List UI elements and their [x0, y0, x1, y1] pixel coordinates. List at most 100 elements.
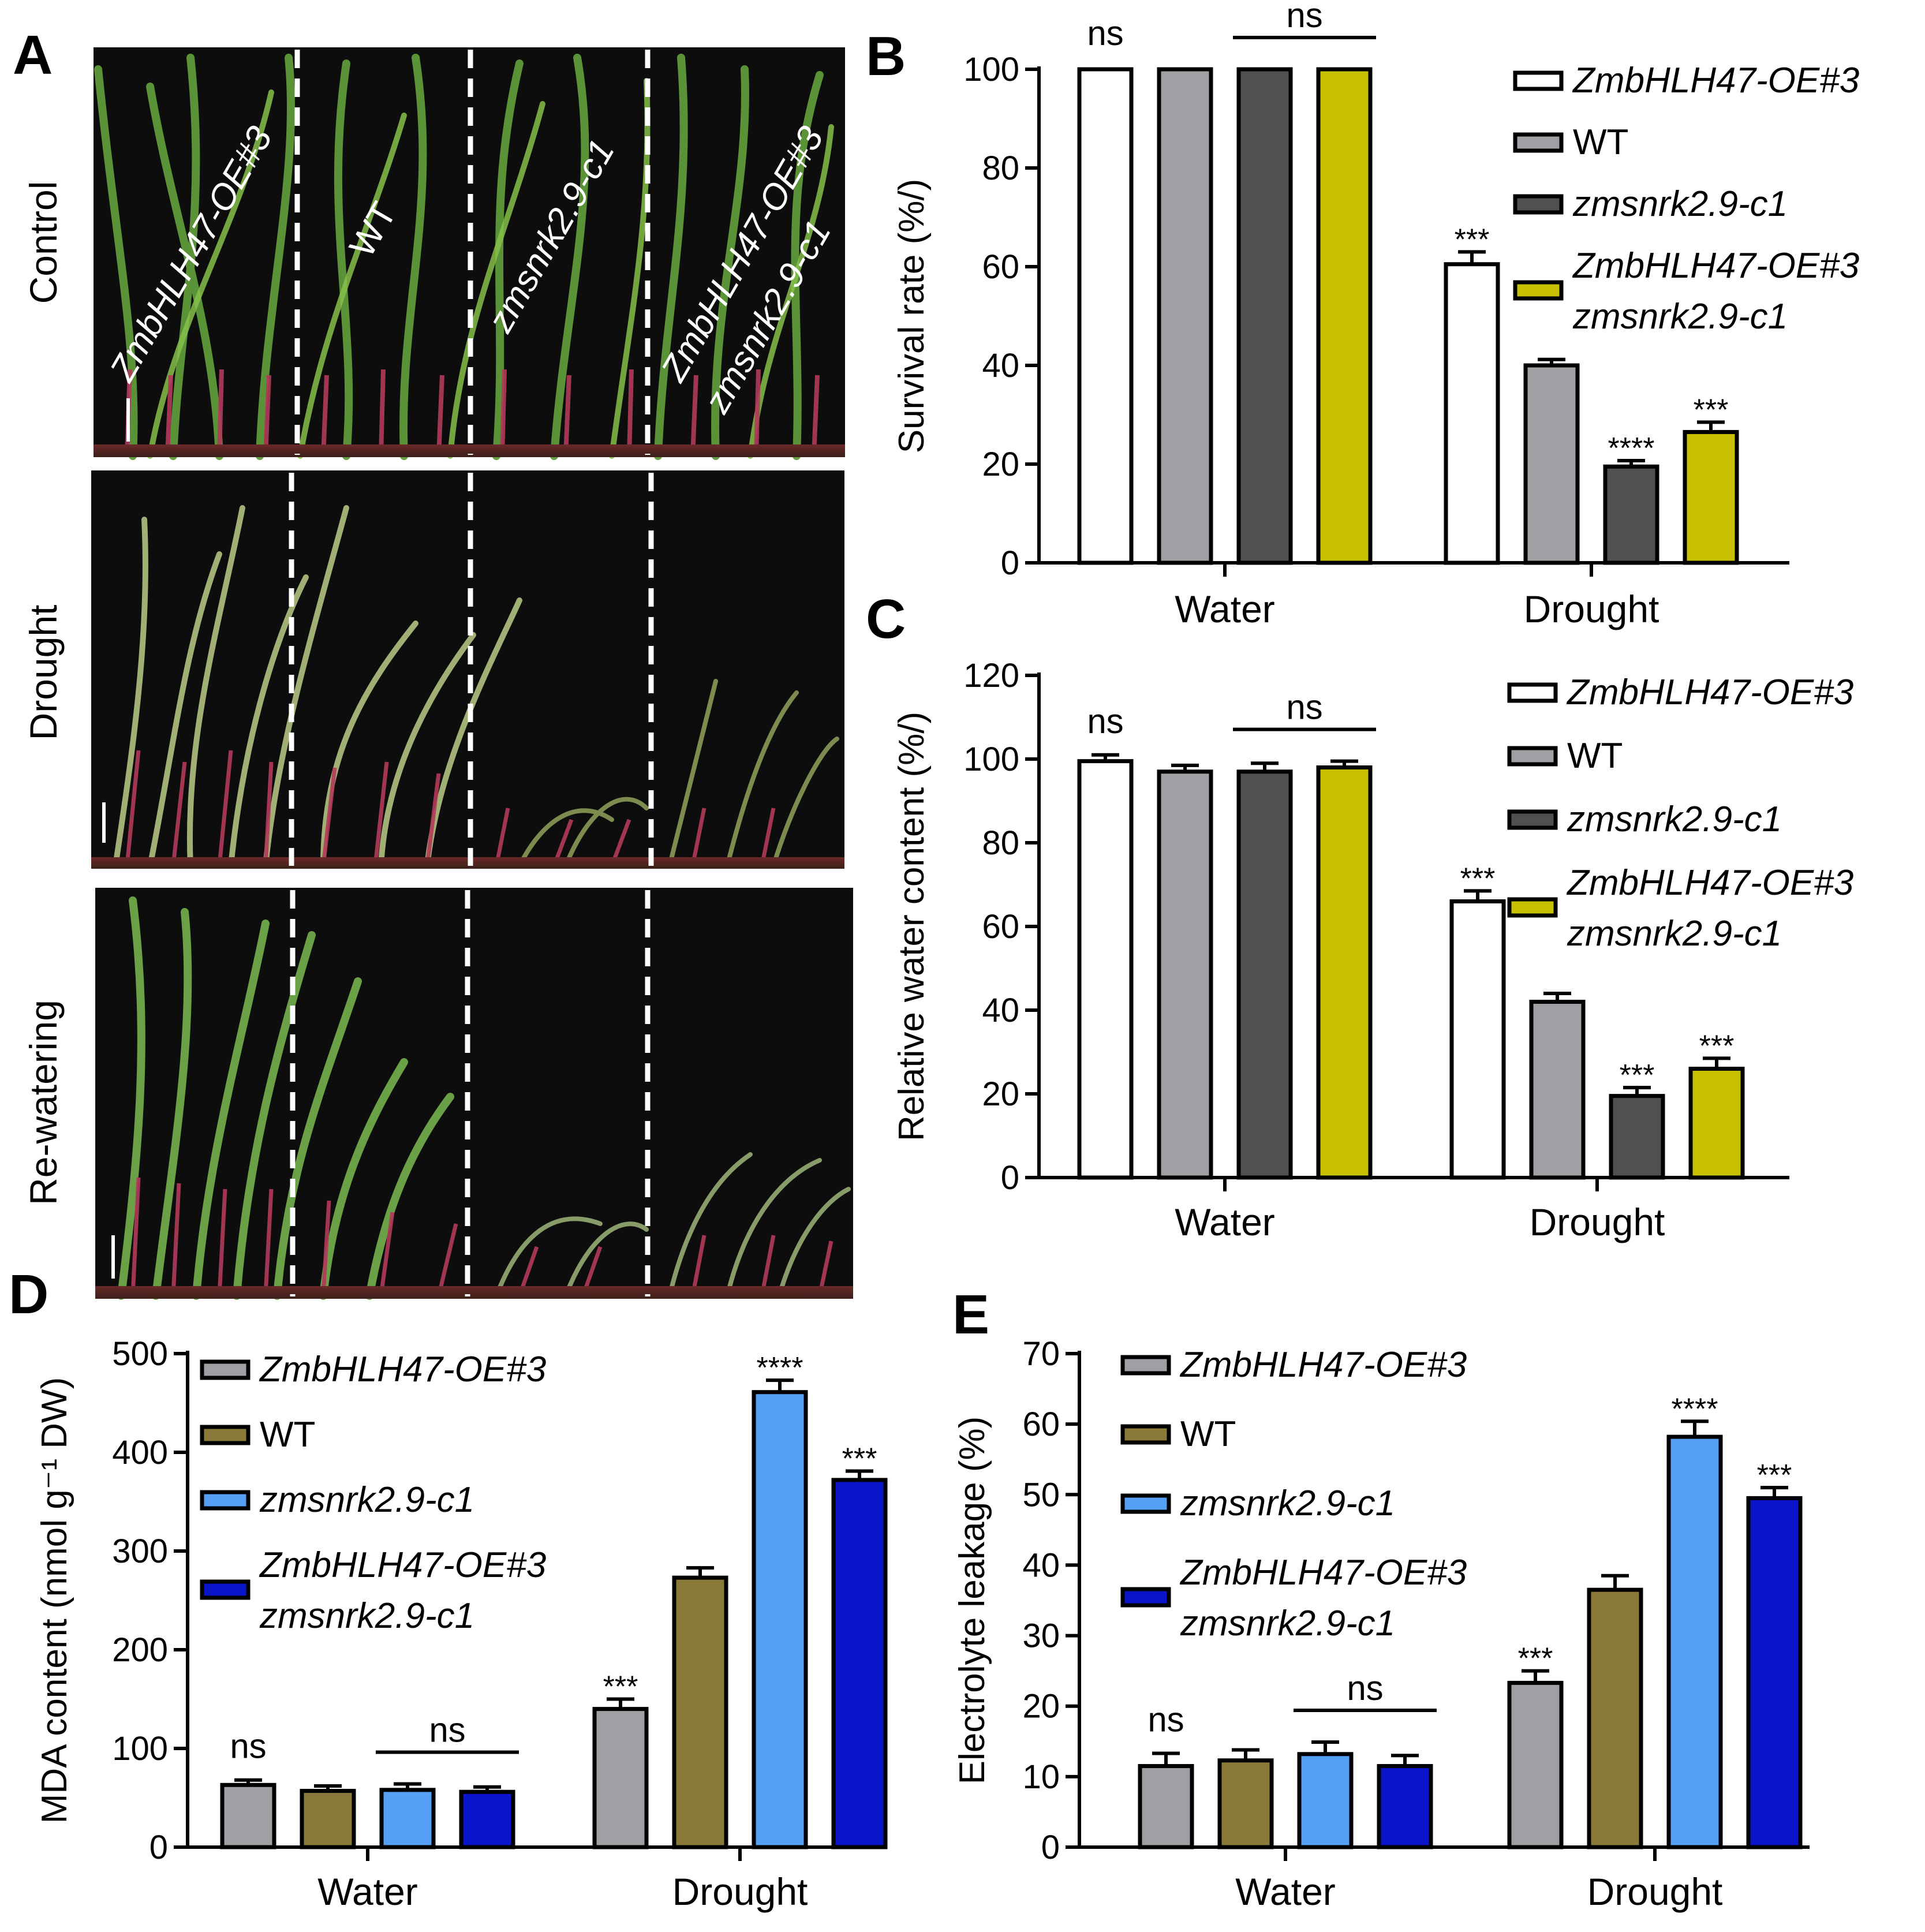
y-tick-label: 100: [963, 51, 1019, 88]
legend-label: ZmbHLH47-OE#3: [1566, 863, 1853, 903]
significance-stars: ***: [1455, 223, 1490, 256]
panel-letter: B: [866, 25, 906, 87]
y-tick-label: 40: [982, 992, 1019, 1029]
panel-letter-a: A: [13, 24, 53, 86]
bar: [1449, 899, 1506, 1180]
significance-stars: ***: [1518, 1642, 1553, 1676]
bar: [1157, 769, 1213, 1180]
bar: [220, 1782, 276, 1849]
bar: [300, 1789, 356, 1849]
y-tick-label: 60: [1022, 1406, 1060, 1443]
legend-label: WT: [1567, 736, 1623, 776]
x-category-label: Drought: [1530, 1201, 1665, 1243]
legend-label: ZmbHLH47-OE#3: [1572, 61, 1859, 100]
legend-swatch: [1513, 132, 1564, 153]
legend-swatch: [1120, 1355, 1171, 1376]
y-tick-label: 60: [982, 908, 1019, 946]
legend-label: ZmbHLH47-OE#3: [1179, 1553, 1467, 1593]
bar: [592, 1707, 649, 1849]
legend-label: zmsnrk2.9-c1: [259, 1596, 474, 1636]
y-tick-label: 50: [1022, 1476, 1060, 1514]
legend-swatch: [1120, 1424, 1171, 1445]
bar: [1529, 1000, 1586, 1180]
bar: [1077, 759, 1134, 1180]
chart-mda-content: D 0 100 200 300 400 500 MDA content (nmol g⁻¹ D…: [9, 1264, 888, 1913]
row-label-control: Control: [22, 181, 65, 304]
y-tick-label: 10: [1022, 1758, 1060, 1796]
bar: [1609, 1094, 1665, 1180]
legend-swatch: [1507, 809, 1558, 830]
bar: [1444, 262, 1500, 565]
legend-swatch: [1507, 897, 1558, 918]
significance-ns: ns: [1286, 688, 1322, 727]
y-tick-label: 100: [963, 741, 1019, 778]
y-tick-label: 20: [982, 446, 1019, 483]
significance-stars: ***: [842, 1442, 877, 1475]
y-axis-title: Relative water content (%/): [892, 712, 932, 1141]
legend-label: WT: [1573, 122, 1628, 162]
bar: [1587, 1587, 1643, 1849]
significance-ns: ns: [429, 1711, 465, 1750]
y-tick-label: 400: [112, 1434, 168, 1471]
y-tick-label: 120: [963, 657, 1019, 694]
legend-swatch: [1513, 194, 1564, 215]
legend-label: zmsnrk2.9-c1: [1572, 297, 1788, 337]
bar: [1688, 1067, 1745, 1180]
significance-stars: ***: [1460, 862, 1496, 895]
x-category-label: Water: [1175, 1201, 1275, 1243]
legend-label: WT: [260, 1415, 315, 1455]
y-axis-title: Survival rate (%/): [892, 179, 932, 453]
x-category-label: Drought: [672, 1870, 808, 1913]
bar: [1316, 67, 1373, 565]
y-tick-label: 300: [112, 1533, 168, 1570]
photo-control: ZmbHLH47-OE#3 WT zmsnrk2.9-c1 ZmbHLH47-O…: [94, 47, 845, 460]
significance-ns: ns: [230, 1727, 266, 1766]
y-tick-label: 200: [112, 1631, 168, 1669]
bar: [1157, 67, 1213, 565]
y-tick-label: 30: [1022, 1617, 1060, 1655]
photo-drought: [91, 470, 844, 869]
legend-swatch: [200, 1359, 251, 1380]
significance-stars: ***: [1620, 1059, 1655, 1092]
y-tick-label: 20: [1022, 1688, 1060, 1725]
significance-stars: ****: [1608, 432, 1655, 465]
y-axis-title: Electrolyte leakage (%): [952, 1417, 992, 1785]
bar: [1683, 429, 1739, 565]
legend-label: ZmbHLH47-OE#3: [1572, 246, 1859, 286]
legend-swatch: [1120, 1587, 1171, 1608]
legend-label: ZmbHLH47-OE#3: [259, 1545, 546, 1585]
bar: [1297, 1752, 1354, 1849]
x-category-label: Water: [1235, 1870, 1336, 1913]
legend-swatch: [1507, 682, 1558, 703]
y-tick-label: 100: [112, 1730, 168, 1767]
bar: [1666, 1434, 1723, 1849]
significance-ns: ns: [1087, 702, 1123, 741]
x-category-label: Drought: [1524, 588, 1659, 630]
y-tick-label: 0: [149, 1829, 168, 1866]
bar: [379, 1788, 436, 1849]
significance-stars: ****: [1672, 1392, 1718, 1426]
y-tick-label: 0: [1041, 1829, 1060, 1866]
bar: [1236, 67, 1293, 565]
legend-label: zmsnrk2.9-c1: [1572, 184, 1788, 224]
y-tick-label: 20: [982, 1075, 1019, 1113]
legend-label: zmsnrk2.9-c1: [1180, 1604, 1395, 1643]
bar: [459, 1789, 515, 1849]
bar: [1138, 1764, 1194, 1849]
panel-letter: D: [9, 1264, 48, 1325]
y-tick-label: 40: [1022, 1546, 1060, 1584]
legend-swatch: [200, 1425, 251, 1445]
legend-swatch: [1120, 1493, 1171, 1514]
significance-ns: ns: [1087, 14, 1123, 53]
bar: [1603, 464, 1659, 565]
chart-survival-rate: B 0 20 40 60 80 100 Survival rate (%/) Water ns ns…: [866, 0, 1859, 630]
panel-letter: C: [866, 588, 906, 650]
chart-electrolyte-leakage: E 0 10 20 30 40 50 60 70 Electrolyte leakage (%) W…: [952, 1284, 1810, 1913]
bar: [1523, 363, 1580, 565]
bar: [1316, 765, 1373, 1180]
legend-label: zmsnrk2.9-c1: [1180, 1483, 1395, 1523]
legend-swatch: [200, 1490, 251, 1511]
legend-label: WT: [1180, 1414, 1236, 1454]
legend-label: zmsnrk2.9-c1: [259, 1480, 474, 1520]
